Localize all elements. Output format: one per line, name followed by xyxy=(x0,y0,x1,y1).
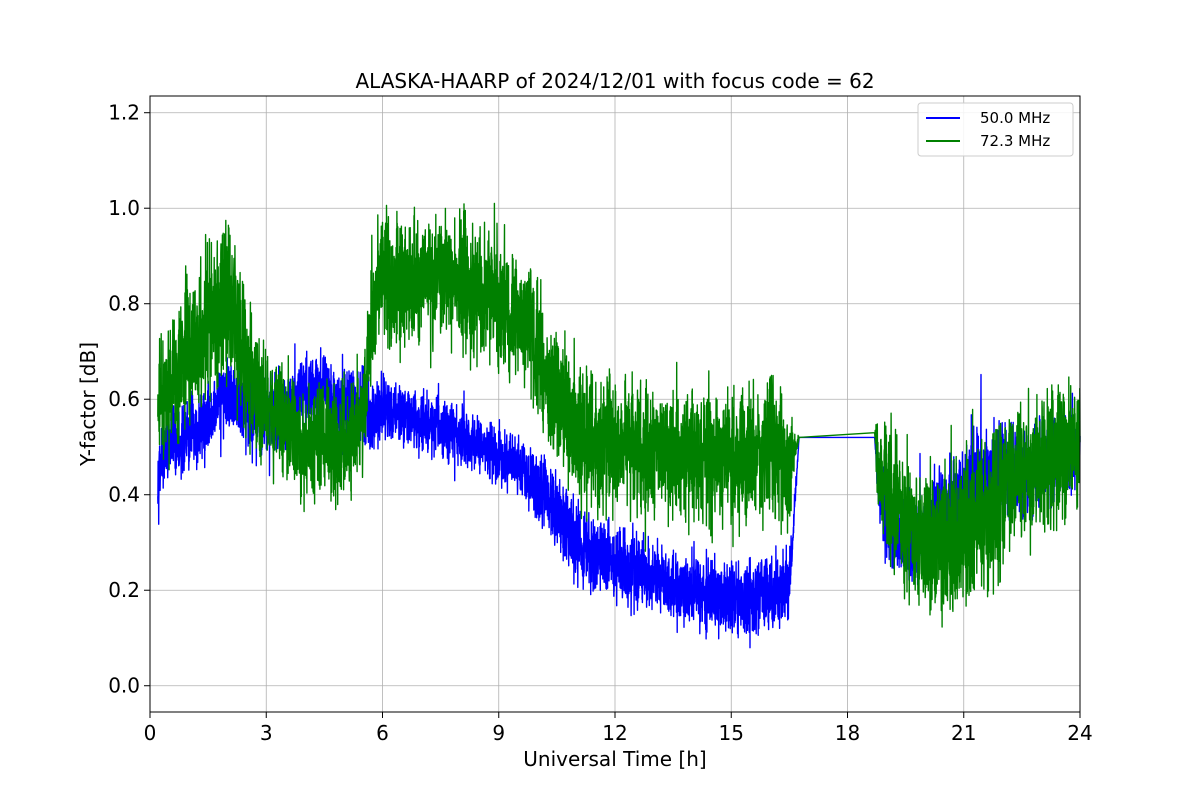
x-tick-label: 21 xyxy=(951,721,976,745)
x-tick-label: 24 xyxy=(1067,721,1092,745)
x-tick-label: 3 xyxy=(260,721,273,745)
x-axis-label: Universal Time [h] xyxy=(523,747,706,771)
x-tick-label: 15 xyxy=(719,721,744,745)
legend-box xyxy=(917,102,1074,157)
legend-label-50mhz: 50.0 MHz xyxy=(980,109,1050,127)
x-tick-label: 6 xyxy=(376,721,389,745)
legend: 50.0 MHz 72.3 MHz xyxy=(917,102,1074,157)
legend-label-72mhz: 72.3 MHz xyxy=(980,132,1050,150)
axis-ticks: 0 3 6 9 12 15 18 21 24 0.0 0.2 0.4 0.6 0.8 1.0 1.2 xyxy=(108,101,1093,745)
y-tick-label: 0.0 xyxy=(108,674,140,698)
y-tick-label: 0.4 xyxy=(108,483,140,507)
y-tick-label: 0.6 xyxy=(108,387,140,411)
plot-data xyxy=(157,202,1081,649)
y-tick-label: 1.0 xyxy=(108,196,140,220)
series-line-72mhz xyxy=(157,202,1081,628)
y-tick-label: 0.2 xyxy=(108,578,140,602)
y-tick-label: 0.8 xyxy=(108,292,140,316)
y-tick-label: 1.2 xyxy=(108,101,140,125)
x-tick-label: 18 xyxy=(835,721,860,745)
x-tick-label: 0 xyxy=(144,721,157,745)
x-tick-label: 9 xyxy=(492,721,505,745)
chart-title: ALASKA-HAARP of 2024/12/01 with focus co… xyxy=(355,69,874,93)
x-tick-label: 12 xyxy=(602,721,627,745)
y-axis-label: Y-factor [dB] xyxy=(76,342,100,467)
